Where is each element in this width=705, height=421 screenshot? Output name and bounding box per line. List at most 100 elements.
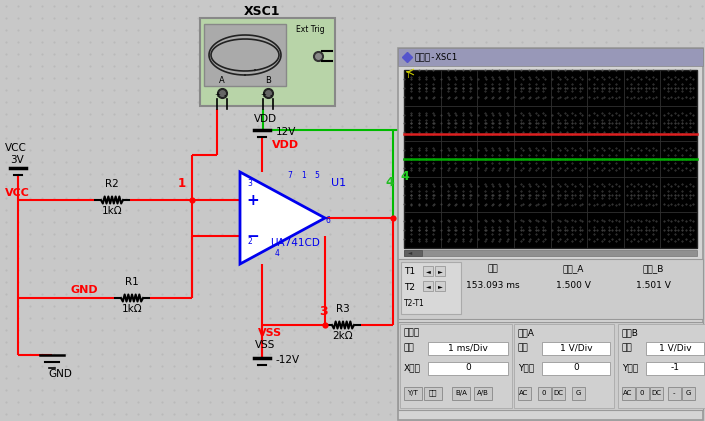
- Text: 比例: 比例: [518, 344, 529, 352]
- Bar: [398, 48, 703, 420]
- Bar: [404, 387, 422, 400]
- Text: Y/T: Y/T: [407, 390, 419, 396]
- Text: B: B: [265, 76, 271, 85]
- Text: T1: T1: [404, 267, 415, 277]
- Text: VCC: VCC: [5, 188, 30, 198]
- Bar: [428, 362, 508, 375]
- Bar: [424, 387, 442, 400]
- Text: -: -: [224, 92, 226, 98]
- Text: ◄: ◄: [426, 269, 430, 274]
- Text: T: T: [406, 70, 410, 80]
- Bar: [514, 324, 614, 408]
- Text: 1 V/Div: 1 V/Div: [560, 344, 592, 352]
- Bar: [423, 281, 433, 291]
- Bar: [401, 262, 461, 314]
- Text: T2: T2: [404, 282, 415, 291]
- Text: B/A: B/A: [455, 390, 467, 396]
- Text: 3: 3: [319, 305, 327, 318]
- Polygon shape: [240, 172, 325, 264]
- Text: −: −: [247, 229, 259, 243]
- Text: 0: 0: [465, 363, 471, 373]
- Text: XSC1: XSC1: [244, 5, 281, 18]
- Text: 12V: 12V: [276, 127, 296, 137]
- Text: 1: 1: [178, 177, 186, 190]
- Text: 0: 0: [639, 390, 644, 396]
- Text: 1kΩ: 1kΩ: [122, 304, 142, 314]
- Text: 4: 4: [400, 171, 409, 183]
- Bar: [552, 387, 565, 400]
- Text: VDD: VDD: [272, 140, 299, 150]
- Text: VDD: VDD: [253, 114, 276, 124]
- Text: VSS: VSS: [258, 328, 282, 338]
- Bar: [200, 18, 335, 106]
- Bar: [398, 48, 703, 66]
- Bar: [428, 342, 508, 355]
- Text: 3V: 3V: [10, 155, 24, 165]
- Bar: [682, 387, 695, 400]
- Text: 比例: 比例: [404, 344, 415, 352]
- Text: 7: 7: [287, 171, 292, 180]
- Text: 通道_A: 通道_A: [563, 264, 584, 274]
- Text: 通道A: 通道A: [518, 328, 535, 338]
- Text: 5: 5: [314, 171, 319, 180]
- Text: 时间轴: 时间轴: [404, 328, 420, 338]
- Text: GND: GND: [48, 369, 72, 379]
- Text: 1.501 V: 1.501 V: [636, 280, 670, 290]
- Text: UA741CD: UA741CD: [270, 238, 320, 248]
- Text: 1.500 V: 1.500 V: [556, 280, 591, 290]
- Text: 示波器-XSC1: 示波器-XSC1: [415, 53, 458, 61]
- Text: A/B: A/B: [477, 390, 489, 396]
- Bar: [204, 24, 286, 86]
- Bar: [400, 324, 512, 408]
- Bar: [398, 322, 703, 410]
- Text: 1 ms/Div: 1 ms/Div: [448, 344, 488, 352]
- Bar: [423, 266, 433, 276]
- Text: 0: 0: [573, 363, 579, 373]
- Text: +: +: [260, 92, 266, 98]
- Text: 比例: 比例: [622, 344, 633, 352]
- Text: DC: DC: [553, 390, 563, 396]
- Bar: [398, 259, 703, 319]
- Text: R3: R3: [336, 304, 350, 314]
- Text: U1: U1: [331, 178, 346, 188]
- Text: -12V: -12V: [276, 355, 300, 365]
- Text: X位置: X位置: [404, 363, 421, 373]
- Text: Y位置: Y位置: [622, 363, 638, 373]
- Text: -1: -1: [670, 363, 680, 373]
- Bar: [474, 387, 492, 400]
- Text: 1: 1: [301, 171, 306, 180]
- Text: 2: 2: [247, 237, 252, 246]
- Text: Ext Trig: Ext Trig: [296, 25, 324, 34]
- Bar: [435, 266, 445, 276]
- Text: 4: 4: [385, 176, 394, 189]
- Text: GND: GND: [70, 285, 97, 295]
- Text: ►: ►: [438, 284, 442, 289]
- Text: R2: R2: [105, 179, 119, 189]
- Text: AC: AC: [520, 390, 529, 396]
- Text: VCC: VCC: [5, 143, 27, 153]
- Bar: [435, 281, 445, 291]
- Bar: [404, 250, 422, 256]
- Bar: [668, 387, 681, 400]
- Text: 通道_B: 通道_B: [642, 264, 663, 274]
- Text: A: A: [219, 76, 225, 85]
- Text: 6: 6: [325, 216, 330, 225]
- Text: 153.093 ms: 153.093 ms: [466, 280, 520, 290]
- Text: DC: DC: [651, 390, 661, 396]
- Bar: [646, 362, 704, 375]
- Text: +: +: [247, 192, 259, 208]
- Text: +: +: [214, 92, 220, 98]
- Text: 2kΩ: 2kΩ: [333, 331, 353, 341]
- Bar: [650, 387, 663, 400]
- Text: G: G: [685, 390, 691, 396]
- Text: ◄: ◄: [426, 284, 430, 289]
- Bar: [542, 342, 610, 355]
- Bar: [618, 324, 705, 408]
- Text: 3: 3: [247, 179, 252, 188]
- Bar: [542, 362, 610, 375]
- Text: -: -: [270, 92, 273, 98]
- Text: 通道B: 通道B: [622, 328, 639, 338]
- Bar: [572, 387, 585, 400]
- Bar: [636, 387, 649, 400]
- Text: 4: 4: [275, 249, 280, 258]
